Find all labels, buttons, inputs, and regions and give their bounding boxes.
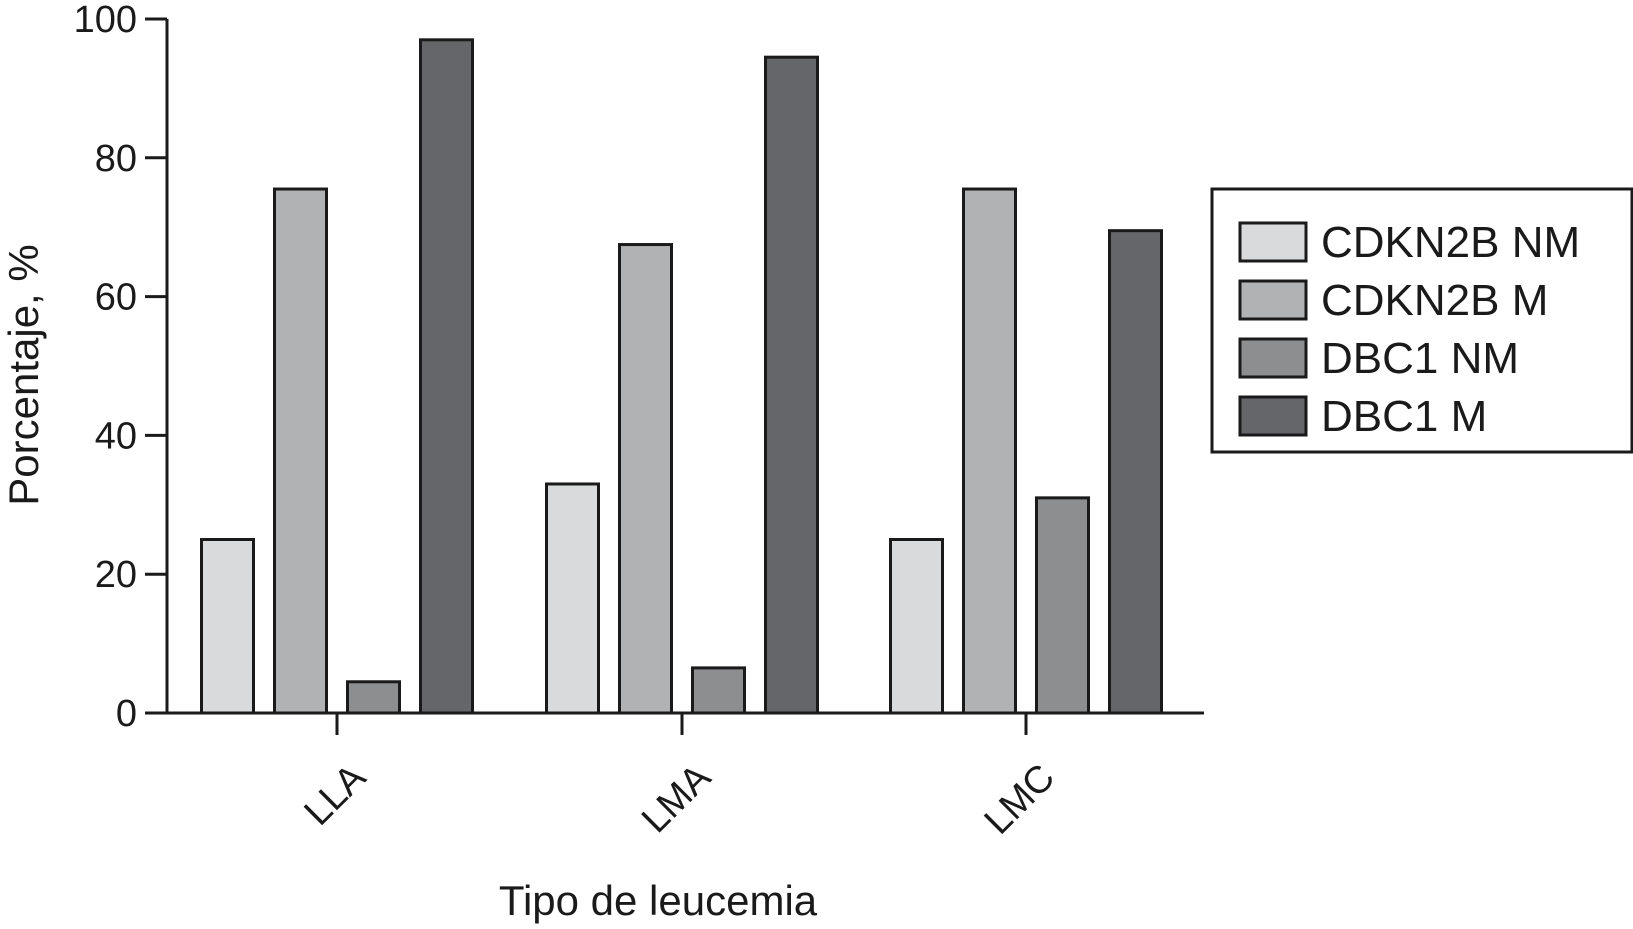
legend-swatch <box>1238 337 1308 379</box>
bar <box>1108 229 1163 715</box>
y-axis-title: Porcentaje, % <box>0 244 47 505</box>
legend-label: DBC1 NM <box>1321 334 1519 383</box>
legend: CDKN2B NM CDKN2B M DBC1 NM DBC1 M <box>1210 187 1633 454</box>
bar <box>618 243 673 715</box>
y-tick-label: 20 <box>95 554 137 596</box>
bar <box>1035 496 1090 715</box>
bar <box>273 187 328 715</box>
legend-swatch <box>1238 395 1308 437</box>
y-tick-label: 40 <box>95 415 137 457</box>
legend-label: CDKN2B NM <box>1321 218 1580 267</box>
bar <box>889 538 944 715</box>
y-tick-label: 0 <box>116 693 137 735</box>
legend-swatch <box>1238 279 1308 321</box>
x-tick-label: LLA <box>297 756 375 834</box>
bar <box>419 38 474 715</box>
bar <box>200 538 255 715</box>
y-tick-label: 60 <box>95 277 137 319</box>
y-axis: 0 20 40 60 80 100 <box>74 0 169 735</box>
legend-label: DBC1 M <box>1321 392 1487 441</box>
bar <box>691 666 746 715</box>
legend-label: CDKN2B M <box>1321 276 1548 325</box>
y-tick-label: 80 <box>95 138 137 180</box>
legend-swatch <box>1238 221 1308 263</box>
bar <box>764 55 819 715</box>
bars <box>200 38 1163 715</box>
bar <box>346 680 401 715</box>
bar <box>962 187 1017 715</box>
x-tick-label: LMC <box>977 756 1063 842</box>
x-axis: LLA LMA LMC <box>167 711 1204 843</box>
x-axis-title: Tipo de leucemia <box>499 877 818 924</box>
x-tick-label: LMA <box>634 756 719 841</box>
bar <box>545 482 600 715</box>
y-tick-label: 100 <box>74 0 137 41</box>
